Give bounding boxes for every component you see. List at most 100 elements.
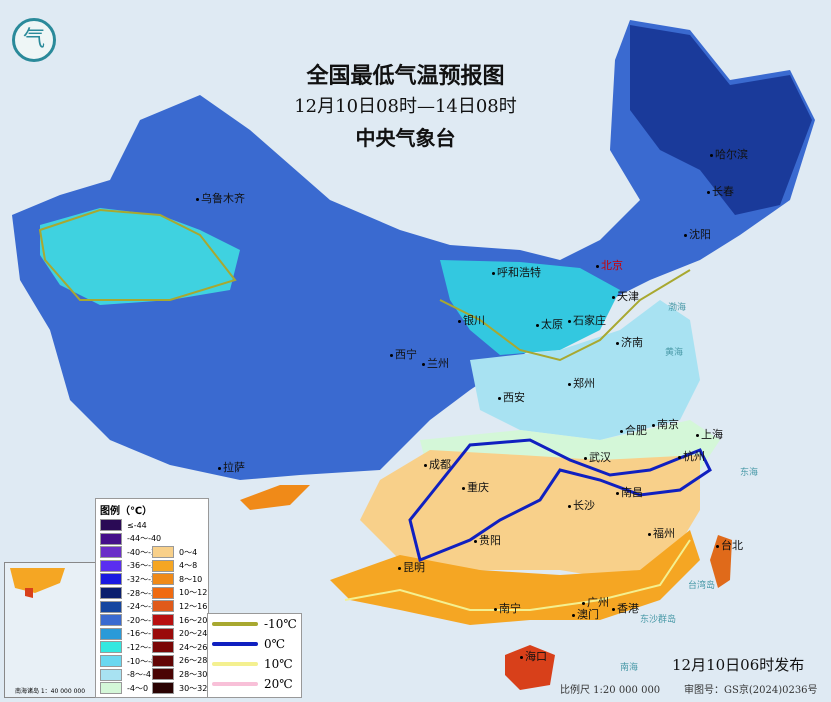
legend-swatch xyxy=(100,668,122,681)
legend-item: 24～26 xyxy=(152,641,207,654)
sea-label: 东海 xyxy=(740,468,759,478)
legend-item: -20～-16 xyxy=(100,614,162,627)
isotherm-ten xyxy=(344,539,691,611)
legend-item: 26～28 xyxy=(152,654,207,667)
legend-swatch xyxy=(152,627,174,640)
isotherm-line xyxy=(212,642,258,646)
sea-label: 东沙群岛 xyxy=(640,615,677,625)
city-label: 西安 xyxy=(498,389,525,405)
city-label: 西宁 xyxy=(390,346,417,362)
city-label: 南京 xyxy=(652,416,679,432)
legend-label: -36～-32 xyxy=(127,561,162,571)
legend-swatch xyxy=(100,573,122,586)
city-label: 乌鲁木齐 xyxy=(196,190,245,206)
legend-swatch xyxy=(152,654,174,667)
legend-swatch xyxy=(100,559,122,572)
legend-label: -44～-40 xyxy=(127,534,162,544)
legend-label: 8～10 xyxy=(179,574,203,584)
isotherm-label: -10℃ xyxy=(264,617,297,631)
city-label: 成都 xyxy=(424,456,451,472)
legend-swatch xyxy=(152,586,174,599)
isotherm-item: -10℃ xyxy=(208,614,301,634)
issuer: 中央气象台 xyxy=(355,126,456,150)
isotherm-label: 20℃ xyxy=(264,677,293,691)
legend-swatch xyxy=(100,546,122,559)
legend-swatch xyxy=(152,573,174,586)
legend-label: 12～16 xyxy=(179,601,208,611)
city-label: 北京 xyxy=(596,257,623,273)
legend-label: -20～-16 xyxy=(127,615,162,625)
legend-item: 30～32 xyxy=(152,682,207,694)
legend-item: 20～24 xyxy=(152,627,207,640)
legend-item: -40～-36 xyxy=(100,546,162,559)
isotherm-label: 0℃ xyxy=(264,637,286,651)
legend-item: 8～10 xyxy=(152,573,203,586)
legend-swatch xyxy=(100,519,122,531)
city-label: 哈尔滨 xyxy=(710,146,748,162)
legend-label: 16～20 xyxy=(179,615,208,625)
city-label: 澳门 xyxy=(572,606,599,622)
legend-label: -16～-12 xyxy=(127,629,162,639)
city-label: 海口 xyxy=(520,648,547,664)
city-label: 郑州 xyxy=(568,375,595,391)
isotherm-zero xyxy=(408,438,712,563)
sea-label: 渤海 xyxy=(668,303,687,313)
sea-label: 南海 xyxy=(620,663,639,673)
isotherm-item: 0℃ xyxy=(208,634,301,654)
legend-item: -28～-24 xyxy=(100,587,161,599)
legend-label: -10～-8 xyxy=(127,656,157,666)
city-label: 沈阳 xyxy=(684,226,711,242)
isotherm-label: 10℃ xyxy=(264,657,293,671)
legend-label: -12～-10 xyxy=(127,642,162,652)
city-label: 拉萨 xyxy=(218,459,245,475)
south-china-sea-inset: 南海诸岛 1：40 000 000 xyxy=(4,562,96,698)
legend-swatch xyxy=(100,641,122,654)
legend-swatch xyxy=(152,546,174,558)
region-cyan-xinjiang xyxy=(40,208,240,305)
city-label: 南昌 xyxy=(616,484,643,500)
legend-swatch xyxy=(100,532,122,545)
legend-swatch xyxy=(152,641,174,654)
sea-label: 黄海 xyxy=(665,348,684,358)
isotherm-legend: -10℃ 0℃ 10℃ 20℃ xyxy=(207,613,302,698)
city-label: 重庆 xyxy=(462,479,489,495)
legend-swatch xyxy=(100,655,122,667)
legend-item: 10～12 xyxy=(152,586,207,599)
legend-label: 0～4 xyxy=(179,547,198,557)
legend-swatch xyxy=(100,587,122,599)
legend-label: -24～-20 xyxy=(127,602,162,612)
city-label: 呼和浩特 xyxy=(492,264,541,280)
region-deep-cold-ne xyxy=(630,25,812,215)
legend-swatch xyxy=(152,600,174,613)
legend: 图例（℃） ≤-44 -44～-40 -40～-36 -36～-32 -32～-28 -2… xyxy=(95,498,209,698)
city-label: 太原 xyxy=(536,316,563,332)
legend-label: ≤-44 xyxy=(127,520,147,530)
city-label: 天津 xyxy=(612,288,639,304)
legend-item: -4～0 xyxy=(100,682,149,695)
legend-label: -8～-4 xyxy=(127,670,151,680)
legend-swatch xyxy=(100,614,122,627)
legend-item: 4～8 xyxy=(152,559,197,572)
city-label: 昆明 xyxy=(398,559,425,575)
legend-item: 0～4 xyxy=(152,546,197,558)
region-cold-northwest xyxy=(12,20,815,480)
legend-label: -4～0 xyxy=(127,683,149,693)
legend-item: -16～-12 xyxy=(100,627,162,640)
legend-item: 28～30 xyxy=(152,668,207,681)
legend-swatch xyxy=(152,559,174,572)
city-label: 福州 xyxy=(648,525,675,541)
isotherm-line xyxy=(212,662,258,666)
legend-label: -40～-36 xyxy=(127,547,162,557)
legend-title: 图例（℃） xyxy=(100,506,153,517)
legend-item: -24～-20 xyxy=(100,600,162,613)
cma-logo-icon: 气 xyxy=(12,18,56,62)
city-label: 石家庄 xyxy=(568,312,606,328)
city-label: 合肥 xyxy=(620,422,647,438)
city-label: 南宁 xyxy=(494,600,521,616)
legend-swatch xyxy=(152,668,174,681)
city-label: 兰州 xyxy=(422,355,449,371)
legend-swatch xyxy=(100,600,122,613)
city-label: 济南 xyxy=(616,334,643,350)
legend-item: 12～16 xyxy=(152,600,208,613)
